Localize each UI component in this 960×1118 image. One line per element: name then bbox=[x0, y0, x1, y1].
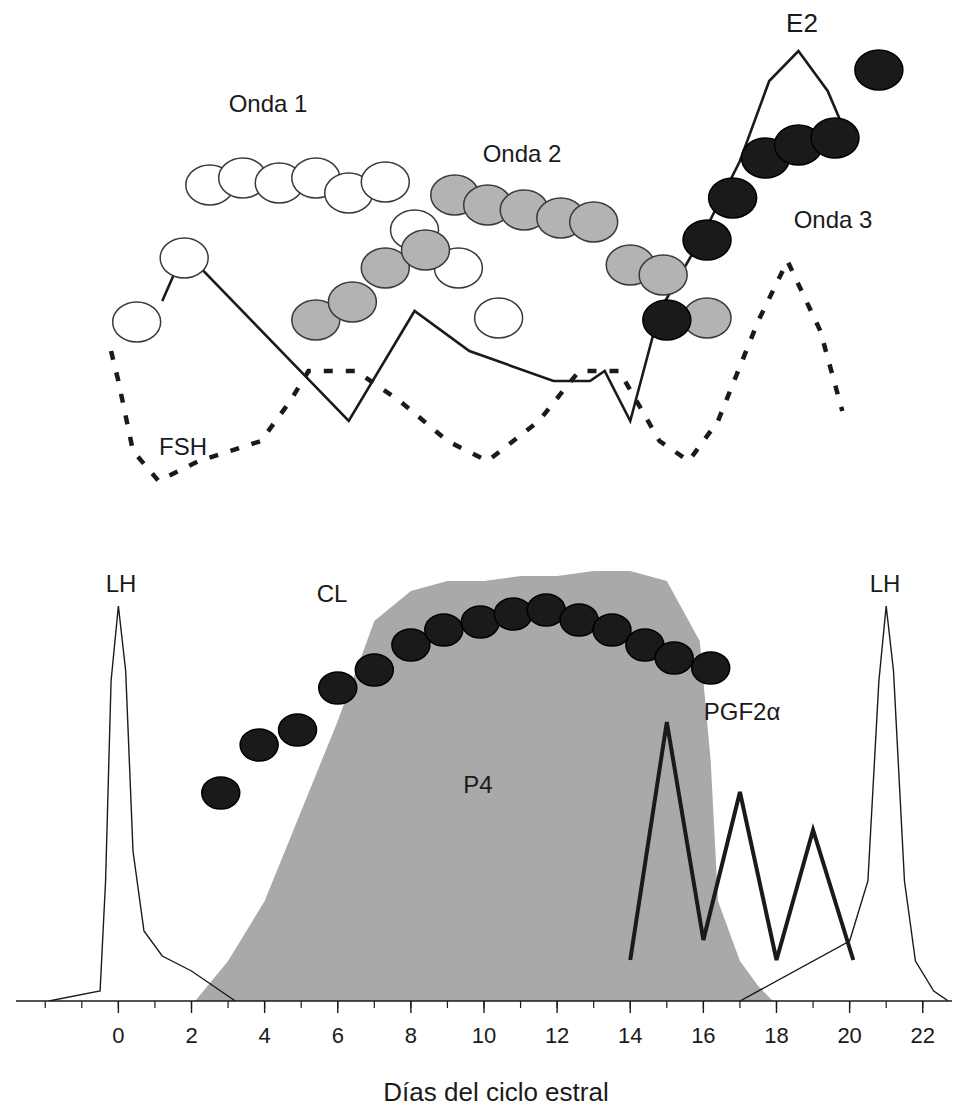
circle-marker bbox=[811, 118, 859, 158]
series-label: Onda 3 bbox=[794, 206, 873, 233]
circle-marker bbox=[461, 606, 499, 638]
minor-tick bbox=[45, 1001, 46, 1008]
tick-label: 14 bbox=[618, 1023, 642, 1048]
circle-marker bbox=[709, 178, 757, 218]
chart: P4 LH LH CL PGF2α FSH E2 Onda 1 Onda 2 Onda 3 0 2 4 6… bbox=[0, 0, 960, 1118]
minor-tick bbox=[447, 1001, 448, 1008]
minor-tick bbox=[81, 1001, 82, 1008]
minor-tick bbox=[593, 1001, 594, 1008]
circle-marker bbox=[355, 654, 393, 686]
minor-tick bbox=[739, 1001, 740, 1008]
labels: P4 LH LH CL PGF2α FSH E2 Onda 1 Onda 2 Onda 3 bbox=[106, 8, 901, 798]
series-label: P4 bbox=[463, 771, 492, 798]
series-line bbox=[111, 261, 842, 481]
tick bbox=[337, 1001, 338, 1013]
circle-marker bbox=[328, 282, 376, 322]
tick bbox=[703, 1001, 704, 1013]
tick bbox=[410, 1001, 411, 1013]
p4-area bbox=[195, 571, 773, 1001]
circle-marker bbox=[160, 238, 208, 278]
circle-marker bbox=[855, 50, 903, 90]
circle-marker bbox=[425, 614, 463, 646]
circle-marker bbox=[475, 298, 523, 338]
tick-label: 10 bbox=[472, 1023, 496, 1048]
axis-title: Días del ciclo estral bbox=[383, 1077, 608, 1107]
tick bbox=[776, 1001, 777, 1013]
tick-label: 12 bbox=[545, 1023, 569, 1048]
series-line bbox=[162, 51, 853, 421]
tick-label: 0 bbox=[112, 1023, 124, 1048]
circle-marker bbox=[683, 220, 731, 260]
circle-marker bbox=[279, 714, 317, 746]
minor-tick bbox=[374, 1001, 375, 1008]
series-label: LH bbox=[870, 570, 901, 597]
series-label: Onda 2 bbox=[483, 140, 562, 167]
minor-tick bbox=[154, 1001, 155, 1008]
circle-marker bbox=[593, 614, 631, 646]
tick-label: 2 bbox=[185, 1023, 197, 1048]
circle-marker bbox=[240, 729, 278, 761]
circle-marker bbox=[639, 255, 687, 295]
tick bbox=[630, 1001, 631, 1013]
circle-marker bbox=[655, 642, 693, 674]
series-label: FSH bbox=[159, 433, 207, 460]
plot-area bbox=[49, 50, 948, 1001]
minor-tick bbox=[666, 1001, 667, 1008]
circle-marker bbox=[202, 777, 240, 809]
tick-label: 6 bbox=[332, 1023, 344, 1048]
circle-marker bbox=[570, 202, 618, 242]
circle-marker bbox=[643, 300, 691, 340]
tick bbox=[922, 1001, 923, 1013]
circle-marker bbox=[402, 230, 450, 270]
series-line bbox=[630, 722, 853, 960]
tick bbox=[556, 1001, 557, 1013]
circle-marker bbox=[319, 672, 357, 704]
tick-label: 16 bbox=[691, 1023, 715, 1048]
tick bbox=[849, 1001, 850, 1013]
circle-marker bbox=[361, 162, 409, 202]
page: {"chart_data": { "type": "line", "x_labe… bbox=[0, 0, 960, 1118]
series-label: E2 bbox=[786, 8, 818, 38]
minor-tick bbox=[301, 1001, 302, 1008]
tick bbox=[191, 1001, 192, 1013]
circle-marker bbox=[494, 598, 532, 630]
circle-marker bbox=[692, 652, 730, 684]
tick-label: 4 bbox=[259, 1023, 271, 1048]
x-axis: 0 2 4 6 8 10 12 14 16 18 20 22 Días del ciclo estral bbox=[16, 1001, 952, 1107]
minor-tick bbox=[886, 1001, 887, 1008]
series-label: LH bbox=[106, 570, 137, 597]
series-label: Onda 1 bbox=[229, 90, 308, 117]
minor-tick bbox=[520, 1001, 521, 1008]
minor-tick bbox=[812, 1001, 813, 1008]
tick-label: 20 bbox=[837, 1023, 861, 1048]
tick bbox=[264, 1001, 265, 1013]
minor-tick bbox=[227, 1001, 228, 1008]
circle-marker bbox=[113, 302, 161, 342]
tick bbox=[118, 1001, 119, 1013]
series-label: CL bbox=[317, 580, 348, 607]
tick-label: 22 bbox=[911, 1023, 935, 1048]
circle-marker bbox=[392, 629, 430, 661]
series-label: PGF2α bbox=[704, 698, 781, 725]
tick-label: 8 bbox=[405, 1023, 417, 1048]
tick-label: 18 bbox=[764, 1023, 788, 1048]
tick bbox=[483, 1001, 484, 1013]
